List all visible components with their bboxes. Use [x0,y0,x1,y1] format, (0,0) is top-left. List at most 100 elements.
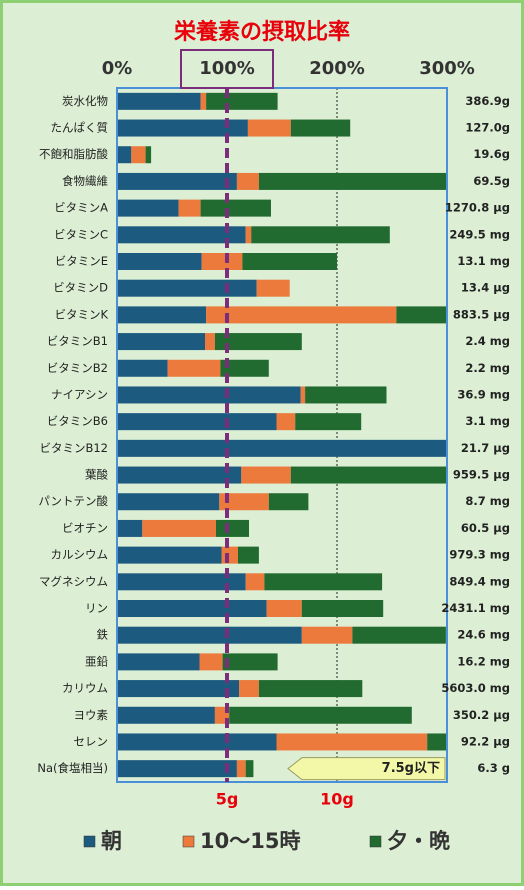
bar-segment [117,733,277,751]
bar-segment [239,680,259,698]
amount-label: 6.3 g [477,761,510,775]
amount-label: 24.6 mg [457,628,510,642]
chart-title: 栄養素の摂取比率 [173,19,350,45]
category-label: パントテン酸 [38,494,108,508]
bar-segment [242,253,337,270]
bar-segment [238,546,259,564]
bar-segment [142,519,216,537]
bar-segment [258,172,447,190]
category-label: ビオチン [62,521,108,535]
bar-segment [236,760,246,778]
bar-segment [220,359,269,377]
category-label: リン [85,601,108,615]
legend-swatch [83,835,96,848]
amount-label: 13.4 μg [461,281,510,295]
plot-border [116,87,448,783]
bar-segment [117,333,205,351]
bar-segment [241,466,291,484]
bar-segment [131,146,146,164]
bar-segment [266,600,302,617]
bar-segment [256,279,290,297]
amount-label: 60.5 μg [461,521,510,535]
bar-segment [201,253,243,270]
bar-segment [258,680,363,698]
bar-segment [427,733,447,751]
category-label: カルシウム [51,548,109,562]
bar-segment [245,226,252,244]
bar-segment [206,92,278,110]
bar-segment [117,653,200,671]
amount-label: 36.9 mg [457,387,510,401]
bar-segment [117,680,240,698]
category-label: ビタミンE [55,254,108,268]
bar-segment [247,119,291,137]
bar-segment [301,626,353,644]
bar-segment [117,546,222,564]
category-label: 食物繊維 [62,174,108,188]
category-label: セレン [74,734,109,748]
bar-segment [117,146,132,164]
secondary-tick-label: 10g [320,790,354,809]
bar-segment [305,386,387,404]
bar-segment [117,92,201,110]
bar-segment [200,92,207,110]
bar-segment [117,359,168,377]
bar-segment [300,386,306,404]
category-label: ビタミンB6 [47,414,108,428]
bar-segment [117,519,143,537]
bar-segment [117,199,179,217]
bar-segment [222,653,278,671]
category-label: ビタミンB1 [47,334,108,348]
bar-segment [117,573,246,591]
x-tick-label: 200% [309,58,365,79]
category-label: たんぱく質 [51,121,109,135]
amount-label: 979.3 mg [449,548,510,562]
bar-segment [117,253,202,270]
category-label: Na(食塩相当) [37,761,108,775]
bar-segment [145,146,152,164]
amount-label: 92.2 μg [461,734,510,748]
plot [117,88,447,782]
amount-label: 8.7 mg [465,494,510,508]
bar-segment [199,653,223,671]
bar-segment [117,226,246,244]
legend-label: 朝 [101,829,122,853]
bar-segment [117,466,242,484]
category-label: 葉酸 [85,468,108,482]
amount-label: 1270.8 μg [445,201,510,215]
bar-segment [251,226,390,244]
bar-segment [178,199,201,217]
bar-segment [206,306,397,324]
amount-label: 13.1 mg [457,254,510,268]
bar-segment [200,199,271,217]
amount-label: 386.9g [465,94,510,108]
bar-segment [117,600,267,617]
amount-label: 2.2 mg [465,361,510,375]
amount-label: 69.5g [473,174,510,188]
category-label: ビタミンK [54,307,108,321]
amount-label: 883.5 μg [453,307,510,321]
bar-segment [245,573,265,591]
category-label: ビタミンB2 [47,361,108,375]
bar-segment [117,493,220,511]
amount-label: 21.7 μg [461,441,510,455]
amount-label: 350.2 μg [453,708,510,722]
bar-segment [216,519,249,537]
bar-segment [396,306,447,324]
amount-label: 3.1 mg [465,414,510,428]
bar-segment [117,119,248,137]
category-label: ビタミンC [54,227,108,241]
bar-segment [236,172,259,190]
bar-segment [117,706,215,724]
amount-label: 5603.0 mg [441,681,510,695]
category-label: ビタミンA [54,201,108,215]
bar-segment [117,760,237,778]
category-label: 不飽和脂肪酸 [39,147,108,161]
bar-segment [301,600,384,617]
bar-segment [167,359,221,377]
category-label: ビタミンB12 [39,441,108,455]
bar-segment [229,706,412,724]
bar-segment [290,119,351,137]
x-tick-label: 300% [419,58,475,79]
legend-label: 夕・晩 [387,829,450,853]
